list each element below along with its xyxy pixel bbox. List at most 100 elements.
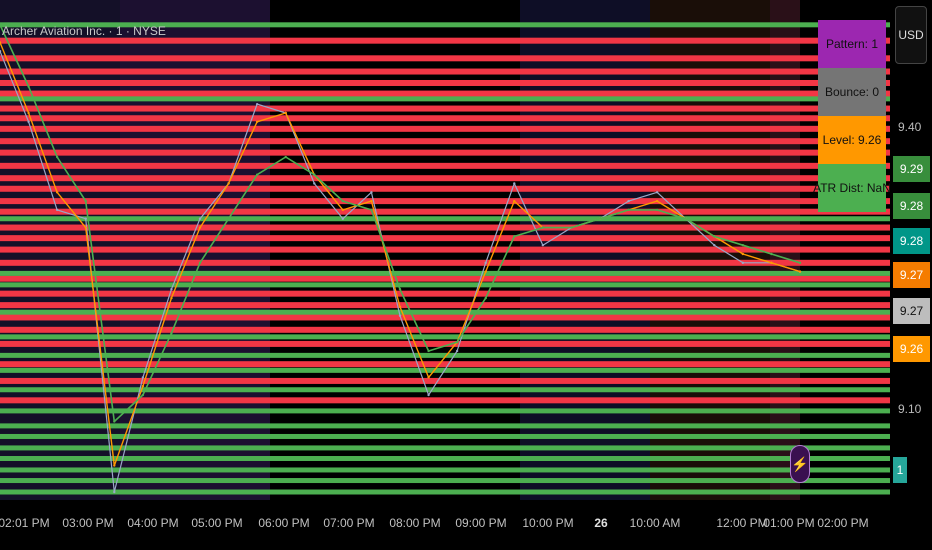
series-point — [627, 208, 630, 212]
resistance-level-line — [0, 340, 890, 347]
resistance-level-line — [0, 259, 890, 266]
price-badge: 9.27 — [893, 262, 930, 288]
series-point — [141, 393, 145, 397]
series-point — [255, 173, 259, 176]
resistance-level-line — [0, 208, 890, 215]
series-point — [513, 199, 516, 203]
resistance-level-line — [0, 175, 890, 182]
series-point — [713, 243, 716, 247]
support-level-line — [0, 282, 890, 288]
series-point — [798, 270, 802, 273]
series-point — [170, 332, 173, 335]
resistance-level-line — [0, 125, 890, 132]
support-level-line — [0, 445, 890, 451]
series-point — [398, 288, 402, 291]
series-point — [55, 208, 59, 212]
series-point — [198, 261, 202, 265]
series-point — [455, 340, 459, 344]
resistance-level-line — [0, 37, 890, 44]
series-point — [513, 182, 516, 185]
series-point — [141, 385, 145, 388]
series-point — [798, 261, 802, 265]
support-level-line — [0, 433, 890, 439]
series-point — [484, 261, 487, 265]
resistance-level-line — [0, 314, 890, 321]
resistance-level-line — [0, 397, 890, 404]
series-point — [427, 393, 430, 397]
support-level-line — [0, 456, 890, 462]
series-point — [284, 155, 287, 159]
time-tick-label: 09:00 PM — [455, 516, 507, 530]
series-point — [84, 217, 87, 220]
series-point — [227, 217, 230, 220]
stat-atr-dist: ATR Dist: NaN — [813, 164, 890, 212]
support-level-line — [0, 467, 890, 473]
series-point — [398, 314, 402, 317]
series-point — [341, 199, 345, 203]
series-point — [0, 41, 2, 44]
chart-area[interactable]: Archer Aviation Inc. · 1 · NYSE Pattern:… — [0, 0, 890, 500]
series-point — [741, 252, 745, 256]
series-point — [55, 191, 59, 194]
series-point — [170, 296, 173, 300]
symbol-title[interactable]: Archer Aviation Inc. · 1 · NYSE — [2, 24, 166, 38]
resistance-level-line — [0, 302, 890, 309]
series-point — [455, 349, 459, 353]
resistance-level-line — [0, 90, 890, 97]
time-tick-label: 01:00 PM — [763, 516, 815, 530]
series-point — [27, 111, 30, 115]
series-point — [741, 243, 745, 247]
series-point — [27, 120, 30, 123]
stat-level: Level: 9.26 — [818, 116, 886, 164]
time-tick-label: 08:00 PM — [389, 516, 441, 530]
series-point — [84, 226, 87, 229]
lightning-icon[interactable]: ⚡ — [790, 445, 810, 483]
support-level-line — [0, 96, 890, 102]
resistance-level-line — [0, 377, 890, 384]
time-tick-day: 26 — [594, 516, 608, 530]
series-point — [284, 111, 287, 115]
series-point — [627, 199, 630, 203]
price-badge: 9.28 — [893, 228, 930, 254]
price-plot — [0, 0, 890, 500]
series-point — [255, 120, 259, 123]
series-point — [170, 288, 173, 291]
price-badge: 9.29 — [893, 156, 930, 182]
series-point — [541, 243, 545, 247]
series-point — [341, 208, 345, 212]
time-tick-label: 07:00 PM — [323, 516, 375, 530]
series-point — [541, 226, 545, 229]
price-tick-label: 9.40 — [898, 120, 922, 134]
series-point — [113, 464, 116, 467]
time-axis[interactable] — [0, 500, 932, 550]
series-point — [427, 349, 430, 353]
price-badge: 9.27 — [893, 298, 930, 324]
resistance-level-line — [0, 115, 890, 122]
stat-bounce: Bounce: 0 — [818, 68, 886, 116]
series-point — [141, 376, 145, 379]
series-point — [255, 102, 259, 106]
series-point — [313, 173, 316, 176]
resistance-level-line — [0, 138, 890, 145]
currency-button[interactable]: USD — [895, 6, 927, 64]
series-point — [655, 191, 659, 194]
time-tick-label: 06:00 PM — [258, 516, 310, 530]
resistance-level-line — [0, 326, 890, 333]
support-level-line — [0, 270, 890, 276]
series-point — [370, 191, 373, 194]
support-level-line — [0, 423, 890, 429]
series-point — [370, 199, 373, 203]
time-tick-label: 10:00 AM — [629, 516, 681, 530]
series-point — [84, 199, 87, 203]
support-level-line — [0, 216, 890, 222]
resistance-level-line — [0, 275, 890, 282]
series-point — [370, 208, 373, 212]
series-point — [598, 217, 602, 220]
series-point — [655, 199, 659, 203]
resistance-level-line — [0, 68, 890, 75]
support-level-line — [0, 478, 890, 484]
time-tick-label: 02:00 PM — [817, 516, 869, 530]
time-tick-label: 03:00 PM — [62, 516, 114, 530]
support-level-line — [0, 408, 890, 414]
resistance-level-line — [0, 361, 890, 368]
